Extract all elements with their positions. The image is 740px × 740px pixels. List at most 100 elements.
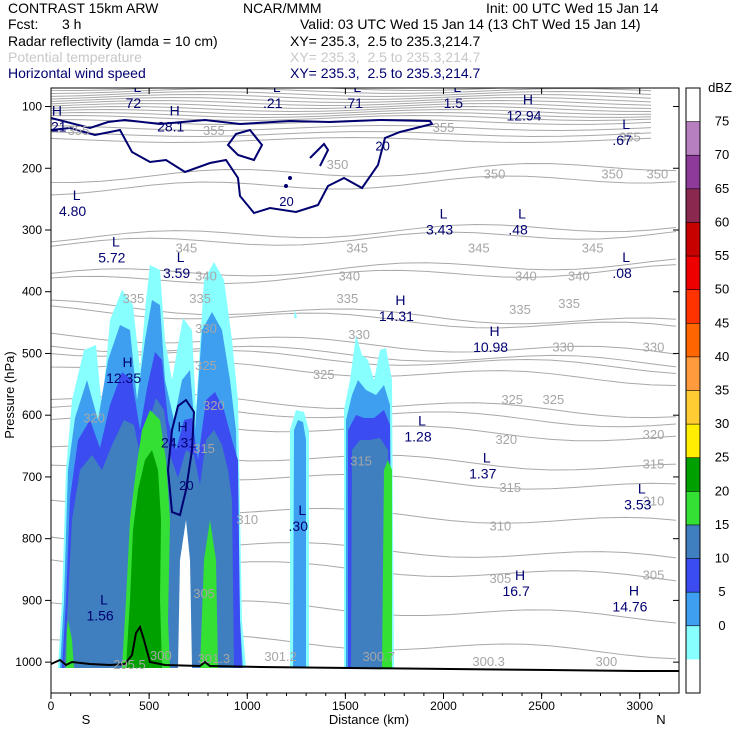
isentrope-label: 330 — [195, 321, 217, 336]
extremum-marker: H — [490, 323, 500, 339]
isentrope-line — [51, 131, 652, 137]
y-tick-label: 100 — [22, 100, 42, 114]
isentrope-line — [51, 109, 652, 115]
wind-20-upper — [51, 117, 434, 215]
colorbar-label: 75 — [715, 114, 729, 129]
colorbar-label: 45 — [715, 315, 729, 330]
colorbar-label: 30 — [715, 416, 729, 431]
isentrope-label: 301.3 — [198, 651, 231, 666]
extremum-value: 1.5 — [444, 95, 464, 111]
xy-wind-speed: XY= 235.3, 2.5 to 235.3,214.7 — [290, 65, 481, 81]
colorbar-label: 15 — [715, 517, 729, 532]
xy-reflectivity: XY= 235.3, 2.5 to 235.3,214.7 — [290, 33, 481, 49]
isentrope-label: 305 — [490, 571, 512, 586]
wind-contour-label: 20 — [179, 478, 193, 493]
isentrope-line — [51, 299, 677, 325]
colorbar-swatch — [686, 356, 700, 391]
isentrope-line — [51, 305, 677, 329]
extremum-marker: H — [178, 419, 188, 435]
y-tick-label: 900 — [22, 593, 42, 607]
extremum-marker: L — [298, 502, 306, 518]
reflectivity-shading — [58, 262, 394, 668]
wind-contour-labels: 20 20 20 — [179, 139, 390, 494]
y-tick-label: 700 — [22, 470, 42, 484]
extremum-marker: L — [100, 592, 108, 608]
isentrope-line — [51, 115, 652, 122]
extremum-marker: L — [638, 480, 646, 496]
isentrope-label: 335 — [336, 291, 358, 306]
isentrope-label: 320 — [83, 410, 105, 425]
colorbar-swatch — [686, 323, 700, 358]
colorbar-label: 50 — [715, 282, 729, 297]
extremum-value: 72 — [126, 95, 142, 111]
colorbar-label: 35 — [715, 383, 729, 398]
isentrope-label: 335 — [558, 296, 580, 311]
colorbar-swatch — [686, 491, 700, 526]
y-tick-label: 500 — [22, 346, 42, 360]
colorbar-label: 25 — [715, 450, 729, 465]
refl-5dbz-top — [294, 310, 297, 318]
isentrope-line — [51, 258, 677, 277]
isentrope-line — [51, 88, 652, 94]
isentrope-label: 330 — [643, 339, 665, 354]
extremum-value: 3.59 — [163, 265, 190, 281]
y-tick-label: 300 — [22, 223, 42, 237]
forecast-label: Fcst: — [8, 16, 39, 32]
isentrope-label: 325 — [501, 392, 523, 407]
extremum-marker: H — [395, 292, 405, 308]
isentrope-label: 345 — [176, 241, 198, 256]
colorbar-swatch — [686, 88, 700, 123]
colorbar-swatch — [686, 390, 700, 425]
extremum-marker: L — [622, 116, 630, 132]
isentrope-label: 330 — [348, 327, 370, 342]
refl-30dbz-core — [126, 450, 162, 668]
extremum-marker: L — [453, 79, 461, 95]
extremum-value: .08 — [612, 265, 632, 281]
extremum-value: 4.80 — [59, 203, 86, 219]
isentrope-label: 315 — [193, 441, 215, 456]
x-tick-label: 0 — [48, 699, 55, 713]
colorbar-label: 20 — [715, 483, 729, 498]
extremum-value: 5.72 — [98, 250, 125, 266]
colorbar-label: 70 — [715, 147, 729, 162]
refl-10dbz-mid — [293, 420, 306, 668]
isentrope-label: 345 — [346, 241, 368, 256]
x-tick-label: 1500 — [332, 699, 359, 713]
extremum-marker: L — [177, 249, 185, 265]
wind-20-hook — [309, 142, 330, 167]
y-tick-label: 600 — [22, 408, 42, 422]
colorbar-label: 10 — [715, 551, 729, 566]
isentrope-label: 320 — [495, 432, 517, 447]
wind-dot — [284, 184, 288, 188]
y-axis-ticks: 100 200 300 400 500 600 700 800 900 1000 — [15, 100, 679, 669]
wind-20-lower — [166, 398, 196, 517]
extremum-value: 3.53 — [624, 496, 651, 512]
extremum-value: 28.1 — [157, 119, 184, 135]
wind-dot — [288, 176, 292, 180]
field-wind-speed: Horizontal wind speed — [8, 65, 146, 81]
isentrope-label: 355 — [619, 129, 641, 144]
colorbar-label: 5 — [718, 584, 725, 599]
isentrope-label: 335 — [189, 291, 211, 306]
terrain-line — [50, 624, 679, 672]
isentrope-label: 340 — [338, 268, 360, 283]
isentrope-line — [51, 94, 652, 100]
isentrope-label: 310 — [643, 494, 665, 509]
colorbar-swatch — [686, 592, 700, 627]
isentrope-label: 350 — [647, 166, 669, 181]
isentrope-line — [51, 102, 652, 109]
colorbar-swatch — [686, 625, 700, 660]
x-axis-north: N — [656, 712, 665, 727]
extremum-value: 12.94 — [506, 108, 541, 124]
x-axis-south: S — [82, 712, 91, 727]
isentrope-line — [51, 125, 652, 131]
wind-contour-label: 20 — [279, 194, 293, 209]
colorbar-label: 40 — [715, 349, 729, 364]
isentrope-label: 350 — [484, 166, 506, 181]
y-tick-label: 400 — [22, 285, 42, 299]
extremum-value: .71 — [343, 95, 363, 111]
colorbar-swatch — [686, 289, 700, 324]
extremum-marker: L — [353, 79, 361, 95]
x-axis-label: Distance (km) — [329, 712, 409, 727]
